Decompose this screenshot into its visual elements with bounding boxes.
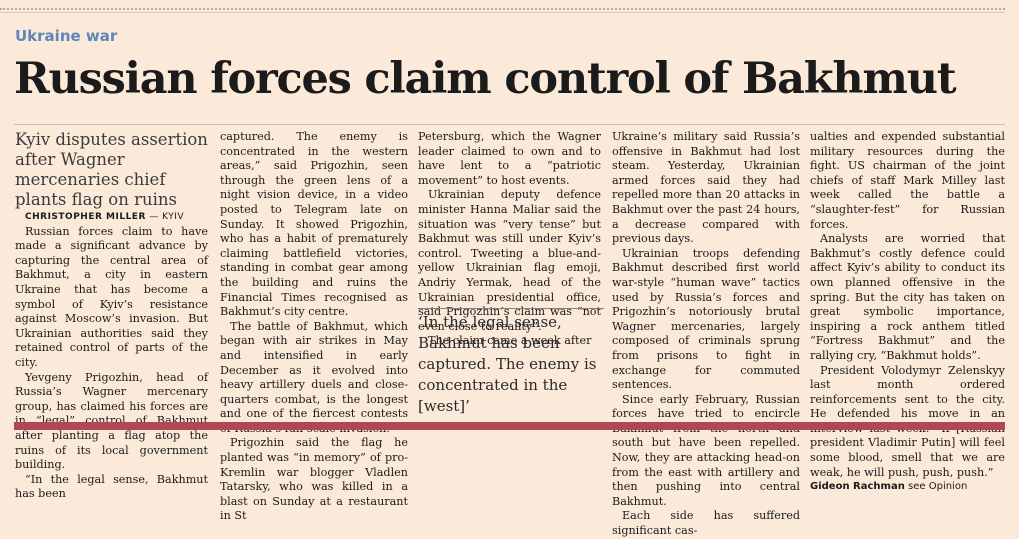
headline: Russian forces claim control of Bakhmut (14, 54, 957, 104)
top-dotted-rule (0, 8, 1005, 10)
column-4: Ukraine’s military said Russia’s offensi… (612, 130, 800, 539)
bottom-accent-bar (14, 422, 1005, 430)
paragraph: Each side has suffered significant cas- (612, 509, 800, 538)
signoff[interactable]: Gideon Rachman see Opinion (810, 480, 1005, 495)
paragraph: Since early February, Russian forces hav… (612, 392, 800, 508)
paragraph: The claim came a week after (428, 334, 592, 348)
column-1: Kyiv disputes assertion after Wagner mer… (15, 130, 208, 502)
section-label[interactable]: Ukraine war (15, 27, 118, 45)
paragraph: Ukrainian troops defending Bakhmut descr… (612, 246, 800, 392)
paragraph: Ukrainian deputy defence minister Hanna … (418, 188, 601, 333)
paragraph: Analysts are worried that Bakhmut’s cost… (810, 232, 1005, 362)
byline: CHRISTOPHER MILLER — KYIV (15, 210, 208, 225)
byline-location: — KYIV (149, 212, 185, 222)
paragraph: Ukraine’s military said Russia’s offensi… (612, 130, 800, 246)
paragraph: Petersburg, which the Wagner leader clai… (418, 130, 601, 187)
signoff-text: see Opinion (908, 481, 968, 493)
byline-author[interactable]: CHRISTOPHER MILLER (25, 212, 146, 222)
paragraph: ualties and expended substantial militar… (810, 130, 1005, 231)
paragraph: The battle of Bakhmut, which began with … (220, 319, 408, 435)
column-5: ualties and expended substantial militar… (810, 130, 1005, 495)
signoff-name[interactable]: Gideon Rachman (810, 481, 905, 493)
paragraph: captured. The enemy is concentrated in t… (220, 130, 408, 319)
paragraph: “In the legal sense, Bakhmut has been (15, 472, 208, 501)
column-2: captured. The enemy is concentrated in t… (220, 130, 408, 524)
pull-quote: ‘In the legal sense, Bakhmut has been ca… (418, 308, 604, 417)
paragraph: Russian forces claim to have made a sign… (15, 224, 208, 369)
top-rule (0, 12, 1005, 13)
headline-rule (14, 124, 1005, 125)
column-3: Petersburg, which the Wagner leader clai… (418, 130, 601, 349)
paragraph: Prigozhin said the flag he planted was “… (220, 436, 408, 523)
standfirst: Kyiv disputes assertion after Wagner mer… (15, 130, 208, 209)
